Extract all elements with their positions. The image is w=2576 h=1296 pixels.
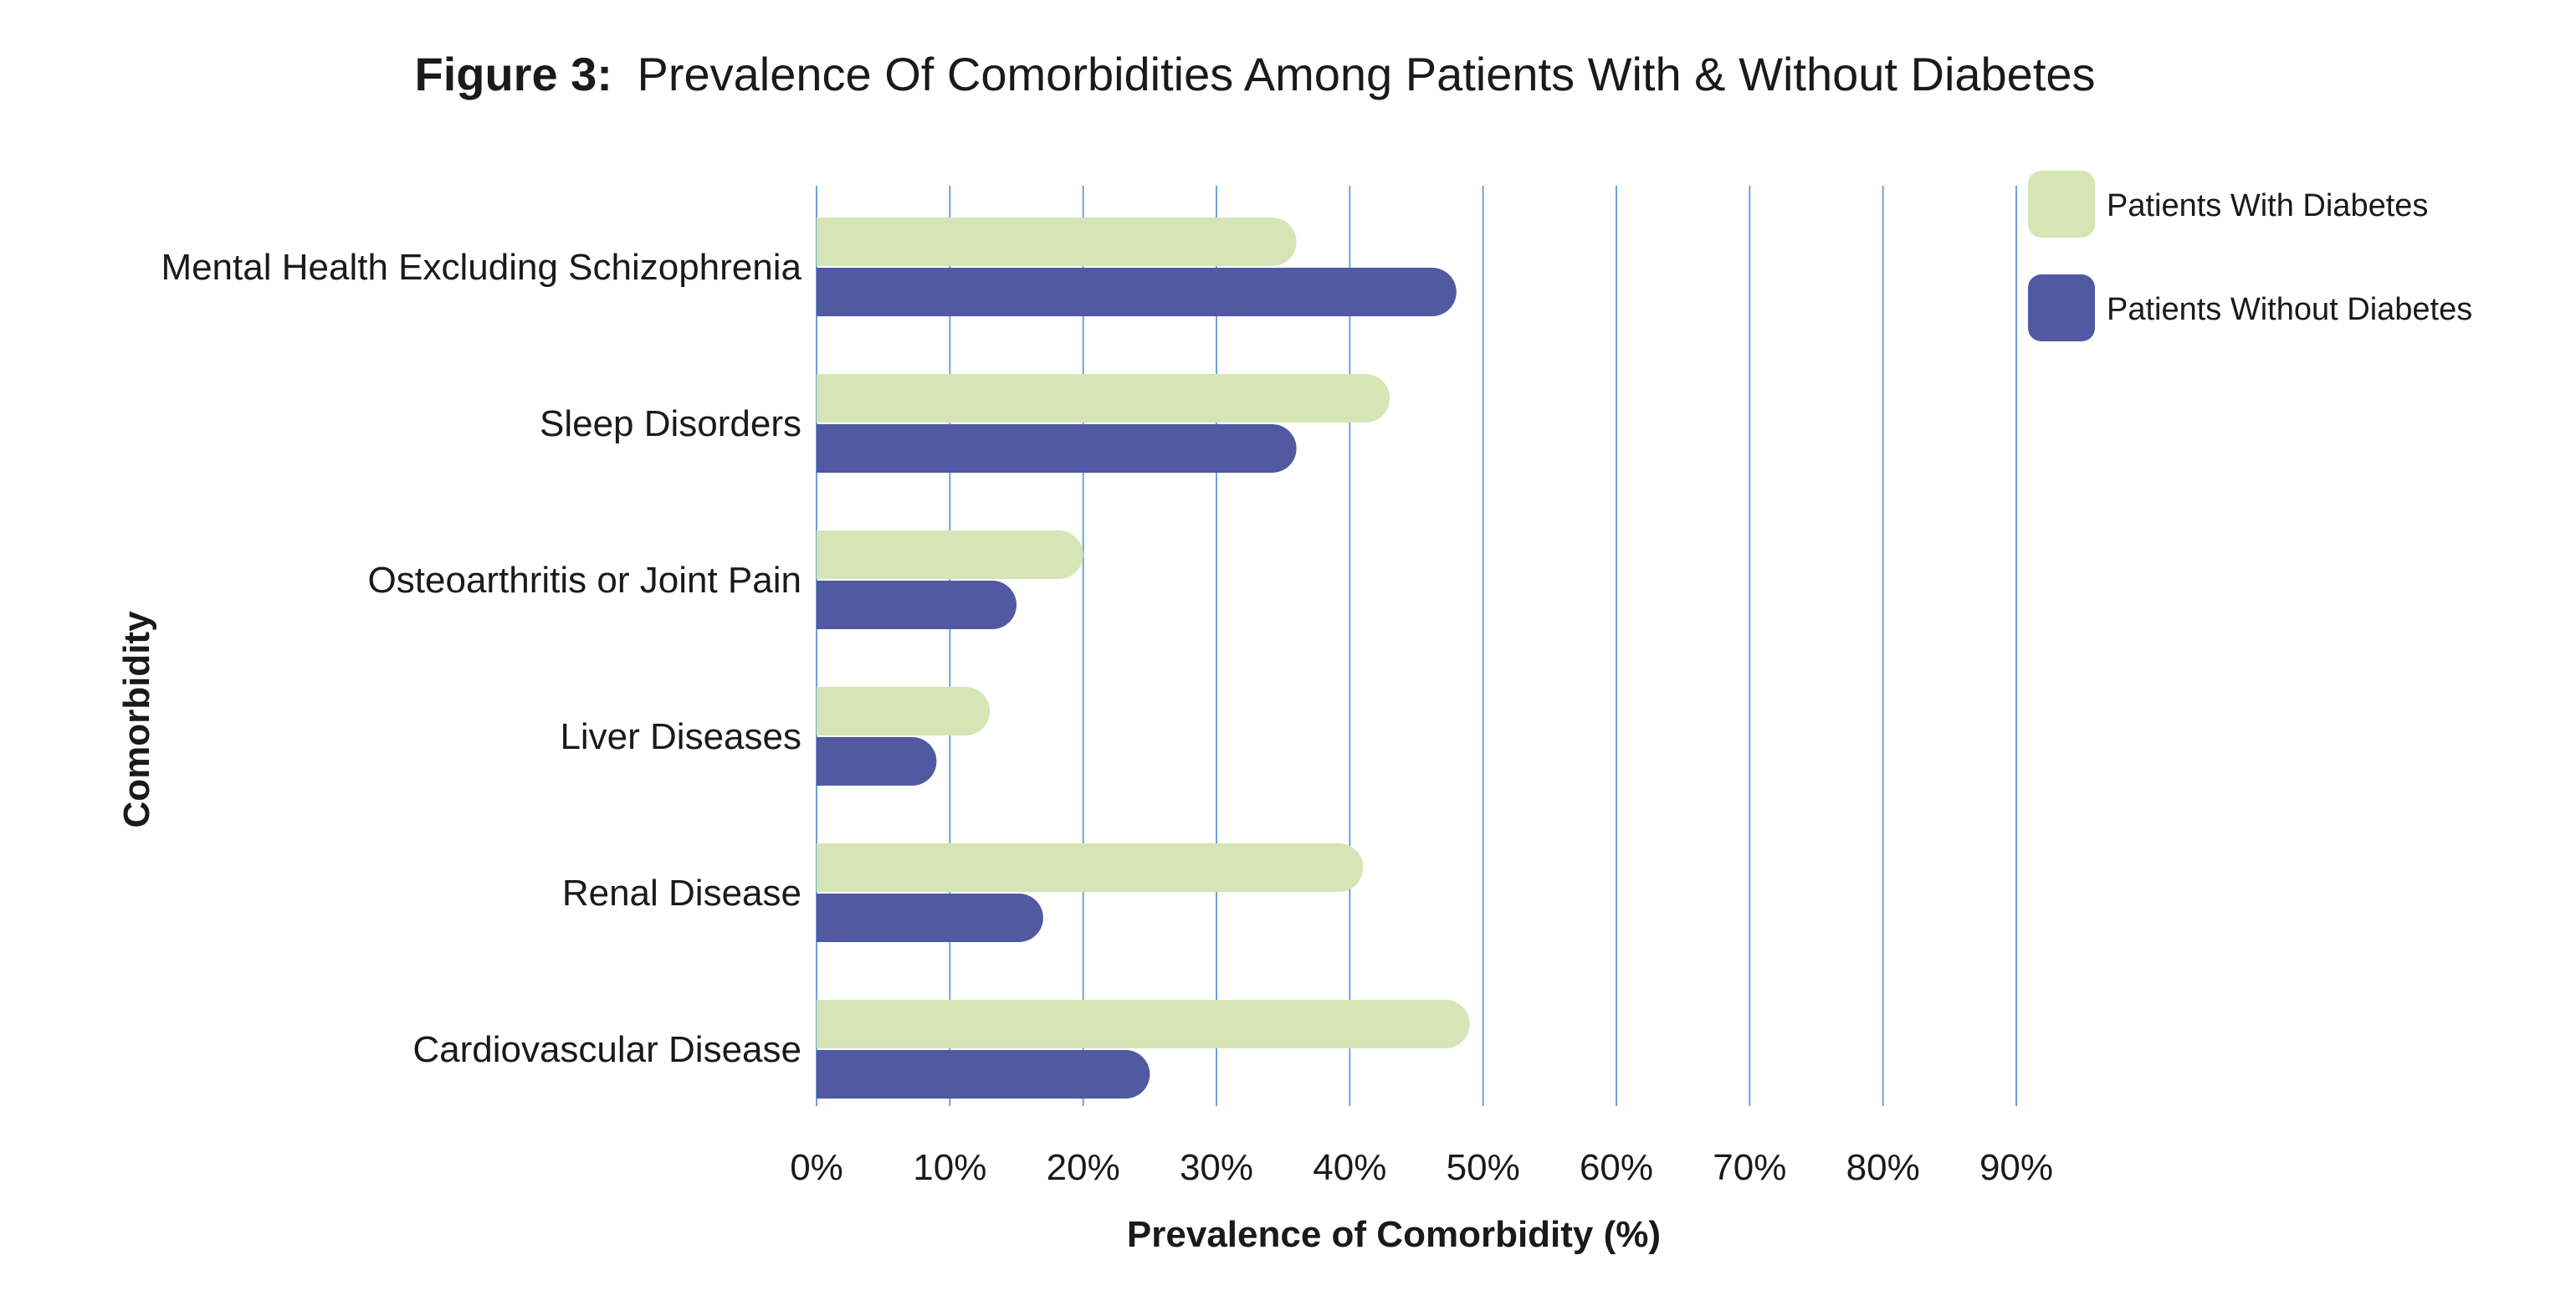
x-tick-labels: 0% 10% 20% 30% 40% 50% 60% 70% 80% 90%: [790, 1147, 2053, 1188]
x-tick-label: 0%: [790, 1147, 843, 1188]
x-tick-label: 60%: [1580, 1147, 1653, 1188]
bar-without-diabetes: [817, 581, 1017, 629]
category-labels: Mental Health Excluding Schizophrenia Sle…: [161, 247, 801, 1070]
gridlines: [816, 186, 2017, 1106]
bar-with-diabetes: [817, 1000, 1470, 1048]
bars: [817, 218, 1470, 1099]
category-label: Mental Health Excluding Schizophrenia: [161, 247, 801, 288]
legend-swatch: [2028, 171, 2095, 238]
bar-without-diabetes: [817, 424, 1297, 473]
category-label: Liver Diseases: [560, 716, 801, 757]
x-tick-label: 70%: [1713, 1147, 1786, 1188]
bar-without-diabetes: [817, 894, 1043, 942]
bar-with-diabetes: [817, 843, 1364, 892]
bar-without-diabetes: [817, 1050, 1150, 1099]
x-tick-label: 90%: [1979, 1147, 2053, 1188]
chart-title-text: Prevalence Of Comorbidities Among Patien…: [638, 48, 2096, 100]
legend-label: Patients With Diabetes: [2107, 188, 2428, 223]
legend-swatch: [2028, 274, 2095, 341]
x-tick-label: 50%: [1447, 1147, 1520, 1188]
x-tick-label: 80%: [1846, 1147, 1920, 1188]
bar-with-diabetes: [817, 687, 991, 735]
legend: Patients With Diabetes Patients Without D…: [2028, 171, 2472, 341]
x-tick-label: 40%: [1313, 1147, 1386, 1188]
x-tick-label: 10%: [913, 1147, 986, 1188]
bar-without-diabetes: [817, 268, 1457, 316]
bar-with-diabetes: [817, 530, 1083, 579]
chart-title: Figure 3: Prevalence Of Comorbidities Am…: [414, 48, 2095, 100]
category-label: Renal Disease: [562, 873, 801, 914]
x-tick-label: 30%: [1180, 1147, 1253, 1188]
bar-with-diabetes: [817, 218, 1297, 266]
bar-with-diabetes: [817, 374, 1390, 423]
chart-title-prefix: Figure 3:: [414, 48, 612, 100]
category-label: Cardiovascular Disease: [412, 1029, 801, 1070]
bar-without-diabetes: [817, 737, 937, 786]
x-axis-title: Prevalence of Comorbidity (%): [1127, 1214, 1661, 1255]
legend-label: Patients Without Diabetes: [2107, 292, 2472, 327]
category-label: Sleep Disorders: [540, 403, 801, 444]
y-axis-title: Comorbidity: [116, 611, 157, 828]
x-tick-label: 20%: [1047, 1147, 1120, 1188]
category-label: Osteoarthritis or Joint Pain: [368, 560, 801, 601]
